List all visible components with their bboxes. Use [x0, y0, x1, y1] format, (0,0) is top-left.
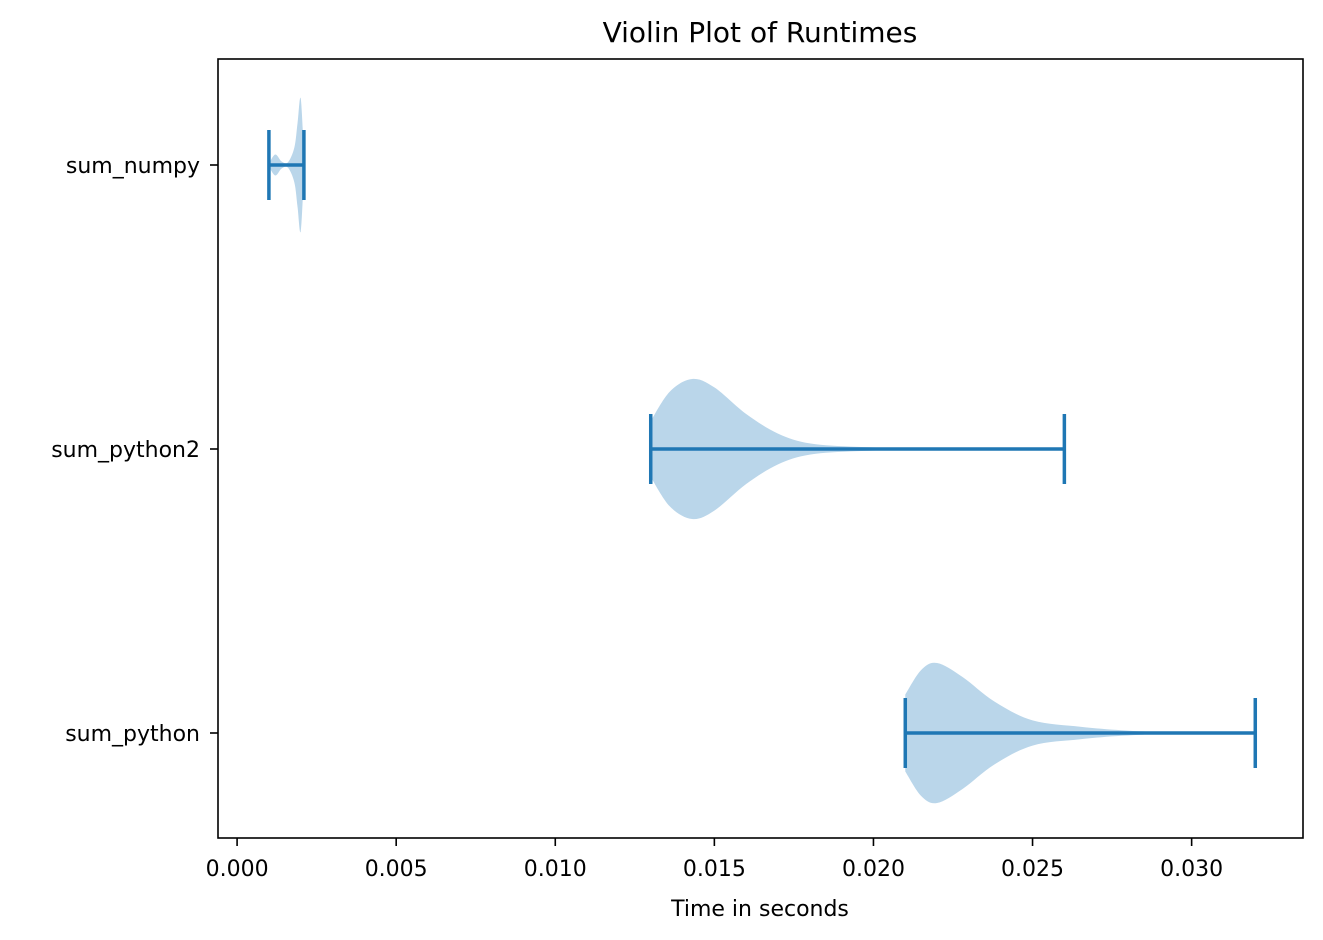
x-tick-label: 0.005 — [365, 857, 428, 882]
y-tick-label: sum_numpy — [66, 154, 200, 179]
x-tick-label: 0.020 — [842, 857, 905, 882]
y-axis-ticks: sum_numpy sum_python2 sum_python — [51, 154, 218, 747]
violins-layer — [267, 97, 1258, 804]
x-axis-label: Time in seconds — [670, 897, 849, 922]
chart-title: Violin Plot of Runtimes — [603, 16, 918, 49]
plot-frame — [217, 58, 1304, 839]
y-tick-label: sum_python — [65, 722, 200, 747]
x-axis-ticks: 0.000 0.005 0.010 0.015 0.020 0.025 0.030 — [206, 838, 1223, 882]
x-tick-label: 0.010 — [524, 857, 587, 882]
x-tick-label: 0.025 — [1001, 857, 1064, 882]
x-tick-label: 0.000 — [206, 857, 269, 882]
y-tick-label: sum_python2 — [51, 438, 200, 463]
x-tick-label: 0.030 — [1160, 857, 1223, 882]
x-tick-label: 0.015 — [683, 857, 746, 882]
